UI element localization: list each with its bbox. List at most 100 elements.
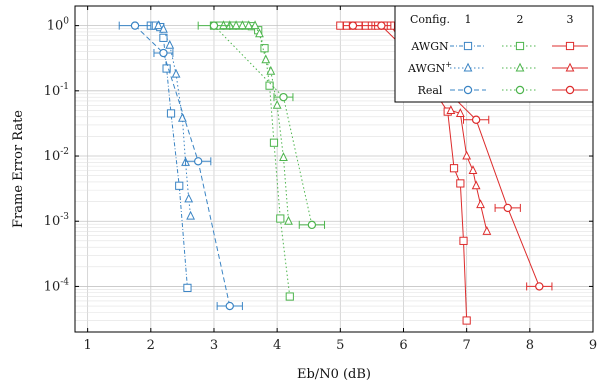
triangle-marker [266,65,276,75]
x-tick-label: 3 [210,338,218,353]
circle-marker [225,301,234,311]
series-config2-awgn [209,21,294,301]
circle-marker [209,21,219,30]
square-marker [285,292,294,301]
triangle-marker [231,20,241,30]
series-config1-real [118,21,243,311]
x-tick-label: 9 [589,338,597,353]
series-line [134,25,231,307]
triangle-marker [462,150,472,160]
square-marker [162,64,171,73]
square-marker [565,41,575,51]
circle-marker [565,85,575,95]
square-marker [159,33,168,42]
triangle-marker [165,39,175,49]
y-tick-label: 10-2 [44,147,69,164]
triangle-marker [177,112,187,122]
series-config2-real [197,21,326,230]
series-line [213,25,313,225]
series-config2-awgnplus [219,20,293,225]
x-tick-label: 2 [147,338,155,353]
square-marker [449,164,459,173]
circle-marker [535,282,544,291]
square-marker [269,138,279,147]
triangle-marker [463,62,473,72]
triangle-marker [171,68,181,78]
x-tick-label: 6 [399,338,407,353]
x-tick-label: 8 [526,338,534,353]
plot-frame [74,5,594,333]
x-tick-label: 5 [336,338,344,353]
square-marker [463,41,473,51]
x-tick-label: 4 [273,338,281,353]
triangle-marker [446,105,456,114]
y-tick-label: 100 [47,17,70,34]
triangle-marker [272,99,282,109]
legend-column-label: 3 [567,13,574,26]
y-tick-label: 10-1 [44,82,69,99]
triangle-marker [250,20,260,30]
x-tick-label: 1 [83,338,91,353]
triangle-marker [468,165,478,174]
legend-column-label: 2 [517,13,524,26]
triangle-marker [244,20,254,30]
square-marker [175,181,184,190]
triangle-marker [284,215,293,225]
circle-marker [307,220,317,230]
triangle-marker [565,62,575,72]
circle-marker [471,115,481,124]
legend-row-label: AWGN+ [407,60,452,75]
square-marker [265,81,274,90]
square-marker [515,41,525,51]
legend-row-label: Real [418,84,443,97]
legend-column-label: 1 [465,13,472,26]
circle-marker [193,157,203,166]
square-marker [462,316,471,325]
x-axis-label: Eb/N0 (dB) [297,367,371,382]
triangle-marker [186,210,196,220]
triangle-marker [515,62,525,72]
triangle-marker [153,20,163,30]
triangle-marker [482,226,492,235]
series-config3-real [342,21,553,291]
triangle-marker [184,193,194,203]
triangle-marker [237,20,247,30]
legend-row-label: AWGN [410,40,449,53]
triangle-marker [279,152,288,161]
series-line [223,25,290,222]
series-layer [118,20,553,325]
circle-marker [503,203,512,213]
square-marker [456,179,465,188]
triangle-marker [471,180,481,190]
square-marker [276,214,285,223]
circle-marker [130,21,140,30]
y-tick-label: 10-4 [44,277,70,294]
circle-marker [515,85,525,95]
series-config1-awgnplus [153,20,196,220]
triangle-marker [455,108,465,117]
triangle-marker [219,20,228,30]
square-marker [183,283,192,292]
x-tick-label: 7 [463,338,471,353]
y-axis-label: Frame Error Rate [11,110,26,228]
legend: Config. 1 2 3 AWGN AWGN+ Real [394,5,594,103]
triangle-marker [476,199,485,209]
triangle-marker [261,54,271,64]
y-tick-label: 10-3 [44,212,70,229]
square-marker [459,236,468,245]
circle-marker [159,48,168,58]
legend-header: Config. [410,13,450,26]
square-marker [260,44,269,53]
square-marker [166,109,176,118]
series-config3-awgnplus [446,105,492,235]
triangle-marker [255,28,264,38]
circle-marker [279,92,288,102]
legend-box [394,5,594,103]
circle-marker [377,21,386,30]
circle-marker [463,85,473,95]
circle-marker [348,21,358,30]
tick-layer: 1 2 3 4 5 6 7 8 9 100 10-1 10-2 10-3 10-4 [44,6,597,353]
triangle-marker [159,23,168,33]
series-config1-awgn [146,21,192,292]
